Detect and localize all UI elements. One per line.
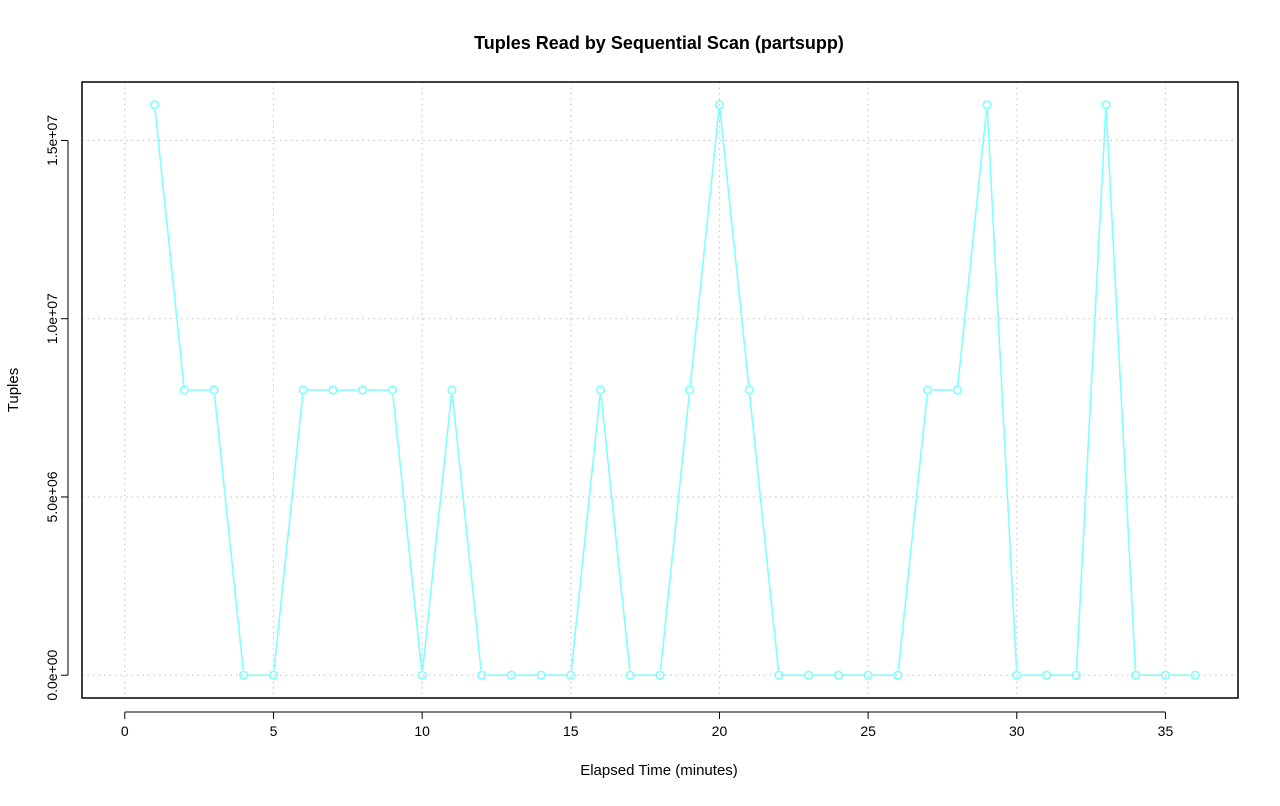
series-line-segment <box>897 394 928 671</box>
x-tick-label: 30 <box>1009 723 1025 739</box>
y-tick-label: 1.5e+07 <box>44 115 60 166</box>
data-point <box>328 385 338 395</box>
data-point <box>863 670 873 680</box>
data-point <box>268 670 279 680</box>
x-tick-label: 20 <box>712 723 728 739</box>
data-point <box>625 670 635 680</box>
data-point <box>804 670 814 680</box>
series-line-segment <box>392 394 423 671</box>
data-point <box>655 670 665 680</box>
series-layer <box>149 100 1200 680</box>
series-line-segment <box>1105 109 1137 671</box>
series-line-segment <box>957 109 988 386</box>
x-tick-label: 35 <box>1158 723 1174 739</box>
grid <box>82 82 1238 698</box>
data-point <box>477 670 487 680</box>
y-tick-label: 0.0e+00 <box>44 649 60 700</box>
chart-title: Tuples Read by Sequential Scan (partsupp… <box>474 33 844 53</box>
series-line-segment <box>1075 109 1107 671</box>
data-point <box>536 670 546 680</box>
series-line-segment <box>689 109 720 386</box>
data-point <box>149 100 160 110</box>
y-axis-label: Tuples <box>5 368 22 412</box>
data-point <box>982 100 992 110</box>
y-tick-label: 1.0e+07 <box>44 293 60 344</box>
data-point <box>922 385 933 395</box>
data-point <box>1131 670 1141 680</box>
series-line-segment <box>451 394 482 671</box>
series-line-segment <box>421 394 453 671</box>
series-line-segment <box>719 109 750 386</box>
x-axis: 0 5 10 15 20 25 30 35 <box>121 711 1174 739</box>
data-point <box>714 100 725 110</box>
plot-frame <box>81 81 1239 699</box>
data-point <box>358 385 368 395</box>
series-line-segment <box>154 109 185 386</box>
data-point <box>893 670 903 680</box>
x-tick-label: 10 <box>414 723 430 739</box>
data-point <box>417 670 427 680</box>
y-axis: 0.0e+00 5.0e+06 1.0e+07 1.5e+07 <box>44 115 69 701</box>
series-line-segment <box>273 394 304 671</box>
data-point <box>774 670 784 680</box>
data-point <box>833 670 843 680</box>
data-point <box>1012 670 1022 680</box>
data-point <box>566 670 576 680</box>
data-point <box>387 385 398 395</box>
data-point <box>744 385 754 395</box>
series-line-segment <box>213 394 245 671</box>
series-line-segment <box>748 394 780 671</box>
data-point <box>1071 670 1081 680</box>
series-line-segment <box>570 394 601 671</box>
data-point <box>1101 100 1111 110</box>
x-axis-label: Elapsed Time (minutes) <box>580 762 738 779</box>
data-point <box>1190 670 1200 680</box>
data-point <box>298 385 308 395</box>
x-tick-label: 5 <box>270 723 278 739</box>
data-point <box>239 670 249 680</box>
data-point <box>506 670 516 680</box>
data-point <box>952 385 962 395</box>
data-point <box>1041 670 1052 680</box>
y-tick-label: 5.0e+06 <box>44 471 60 522</box>
series-line-segment <box>659 394 691 671</box>
data-point <box>1160 670 1171 680</box>
series-line-segment <box>986 109 1018 671</box>
data-point <box>685 385 695 395</box>
x-tick-label: 15 <box>563 723 579 739</box>
series-line-segment <box>600 394 631 671</box>
data-point <box>595 385 606 395</box>
data-point <box>179 385 189 395</box>
x-tick-label: 0 <box>121 723 129 739</box>
data-point <box>209 385 219 395</box>
data-point <box>447 385 457 395</box>
x-tick-label: 25 <box>860 723 876 739</box>
